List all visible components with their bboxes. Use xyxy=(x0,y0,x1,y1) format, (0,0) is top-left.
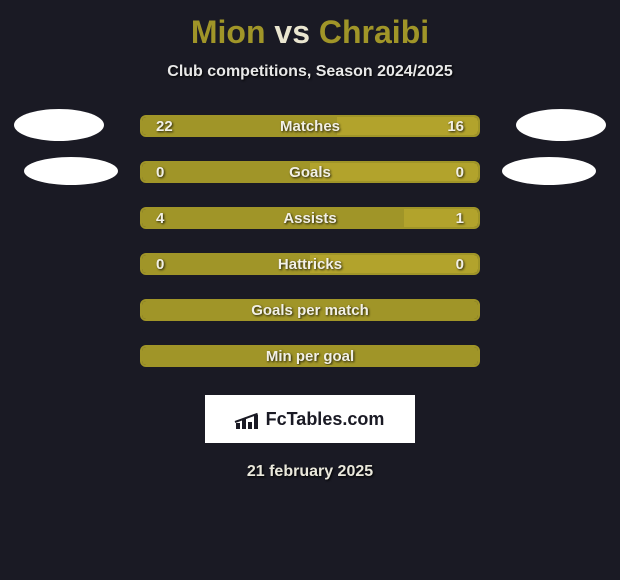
stat-bar: 00Goals xyxy=(140,161,480,183)
stat-bars: 2216Matches 00Goals 41Assists 00Hattricks Go… xyxy=(140,115,480,367)
chart-icon xyxy=(236,409,260,429)
stat-bar: 2216Matches xyxy=(140,115,480,137)
player2-name: Chraibi xyxy=(319,14,429,50)
player1-name: Mion xyxy=(191,14,266,50)
stat-label: Goals per match xyxy=(142,301,478,319)
player1-country-badge xyxy=(24,157,118,185)
stat-label: Goals xyxy=(142,163,478,181)
stat-bar: Min per goal xyxy=(140,345,480,367)
stats-block: 2216Matches 00Goals 41Assists 00Hattricks Go… xyxy=(0,115,620,367)
player1-club-badge xyxy=(14,109,104,141)
stat-bar: Goals per match xyxy=(140,299,480,321)
date-text: 21 february 2025 xyxy=(247,463,373,481)
brand-text: FcTables.com xyxy=(266,409,385,430)
comparison-infographic: Mion vs Chraibi Club competitions, Seaso… xyxy=(0,0,620,491)
vs-text: vs xyxy=(274,14,310,50)
subtitle: Club competitions, Season 2024/2025 xyxy=(167,63,452,81)
stat-bar: 41Assists xyxy=(140,207,480,229)
stat-label: Hattricks xyxy=(142,255,478,273)
player2-club-badge xyxy=(516,109,606,141)
page-title: Mion vs Chraibi xyxy=(191,14,429,51)
stat-bar: 00Hattricks xyxy=(140,253,480,275)
player2-country-badge xyxy=(502,157,596,185)
stat-label: Min per goal xyxy=(142,347,478,365)
stat-label: Assists xyxy=(142,209,478,227)
brand-badge: FcTables.com xyxy=(205,395,415,443)
stat-label: Matches xyxy=(142,117,478,135)
